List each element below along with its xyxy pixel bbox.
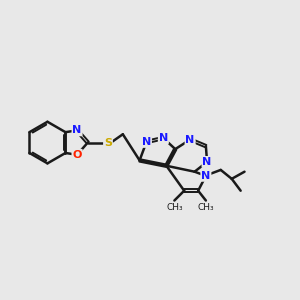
Text: N: N bbox=[202, 157, 212, 167]
Text: N: N bbox=[159, 133, 168, 143]
Text: N: N bbox=[72, 125, 82, 135]
Text: CH₃: CH₃ bbox=[198, 203, 214, 212]
Text: N: N bbox=[201, 171, 211, 181]
Text: N: N bbox=[185, 135, 195, 145]
Text: O: O bbox=[72, 150, 82, 160]
Text: N: N bbox=[142, 137, 151, 147]
Text: CH₃: CH₃ bbox=[166, 203, 183, 212]
Text: S: S bbox=[104, 138, 112, 148]
